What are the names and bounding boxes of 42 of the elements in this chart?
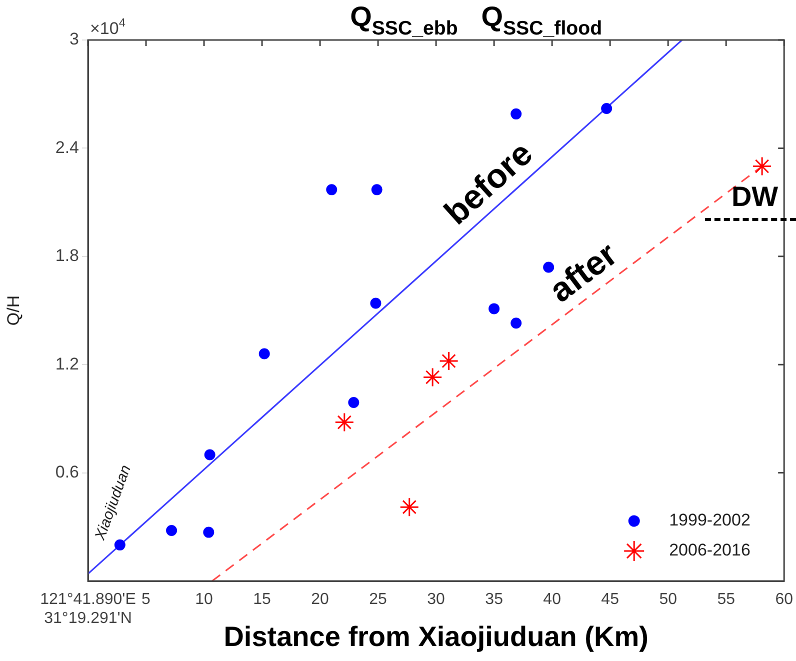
x-tick-label: 10	[195, 591, 214, 608]
x-tick-label: 60	[775, 591, 794, 608]
point	[422, 367, 442, 387]
y-tick-label: 3	[70, 30, 79, 49]
point	[510, 318, 522, 329]
point	[371, 184, 382, 196]
point	[439, 351, 459, 371]
x-tick-label: 5	[142, 591, 151, 608]
point	[543, 262, 554, 273]
point	[601, 103, 612, 114]
x-tick-label: 25	[369, 591, 388, 608]
x-tick-label: 55	[717, 591, 736, 608]
point	[326, 184, 338, 196]
text: after	[542, 235, 624, 310]
x-tick-label: 30	[427, 591, 446, 608]
x-tick-label: 20	[311, 591, 330, 608]
point	[488, 303, 500, 314]
x-tick-label: 40	[543, 591, 562, 608]
x-axis-title: Distance from Xiaojiuduan (Km)	[224, 620, 648, 652]
y-tick-label: 1.8	[55, 246, 79, 266]
point	[752, 156, 772, 176]
x-tick-label: 45	[601, 591, 620, 608]
legend-label: 1999-2002	[669, 510, 750, 530]
annotation: DW	[731, 181, 779, 212]
x-tick-label: 35	[485, 591, 504, 608]
x-tick-label: 15	[253, 591, 272, 608]
y-axis-title: Q/H	[4, 295, 23, 326]
y-tick-label: 2.4	[55, 138, 79, 157]
point	[258, 348, 270, 360]
point	[510, 108, 522, 120]
x-tick-label: 121°41.890'E 31°19.291'N	[40, 591, 136, 628]
y-tick-label: 0.6	[55, 462, 79, 482]
y-tick-label: 1.2	[55, 354, 79, 374]
point	[166, 525, 178, 536]
point	[400, 497, 420, 517]
point	[348, 396, 360, 408]
point	[204, 449, 216, 460]
point	[370, 298, 382, 309]
point	[203, 526, 214, 538]
point	[334, 412, 354, 432]
legend-label: 2006-2016	[669, 540, 750, 560]
x-tick-label: 50	[659, 591, 678, 608]
